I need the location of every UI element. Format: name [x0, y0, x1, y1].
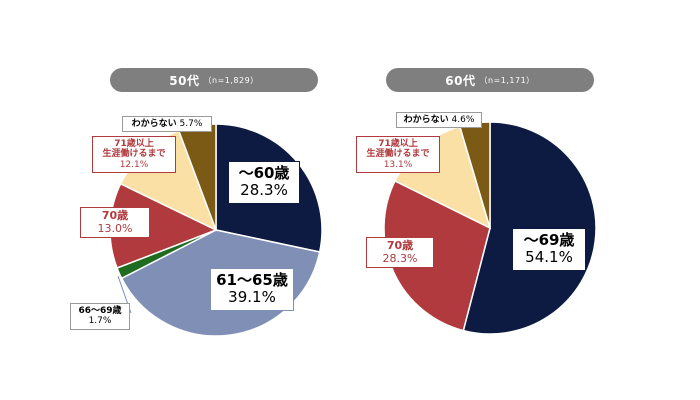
- slice-label-61-65: 61～65歳 39.1%: [210, 268, 294, 311]
- slice-label-unknown: わからない 5.7%: [122, 116, 212, 133]
- chart-title: 60代: [445, 73, 476, 88]
- slice-label-70: 70歳 28.3%: [366, 237, 434, 269]
- panel-title-60s: 60代 （n=1,171）: [386, 68, 594, 92]
- chart-subtitle: （n=1,171）: [479, 75, 535, 85]
- slice-label-71plus: 71歳以上 生涯働けるまで 12.1%: [92, 136, 176, 174]
- chart-title: 50代: [169, 73, 200, 88]
- slice-label-le69: ～69歳 54.1%: [512, 228, 586, 271]
- chart-subtitle: （n=1,829）: [203, 75, 259, 85]
- slice-label-70: 70歳 13.0%: [80, 207, 150, 239]
- pie-slice: [383, 179, 491, 332]
- slice-label-66-69: 66～69歳 1.7%: [70, 303, 130, 330]
- panel-title-50s: 50代 （n=1,829）: [110, 68, 318, 92]
- slice-label-71plus: 71歳以上 生涯働けるまで 13.1%: [356, 136, 440, 174]
- pie-slice: [462, 121, 597, 335]
- slice-label-unknown: わからない 4.6%: [396, 112, 482, 129]
- slice-label-le60: ～60歳 28.3%: [228, 161, 300, 204]
